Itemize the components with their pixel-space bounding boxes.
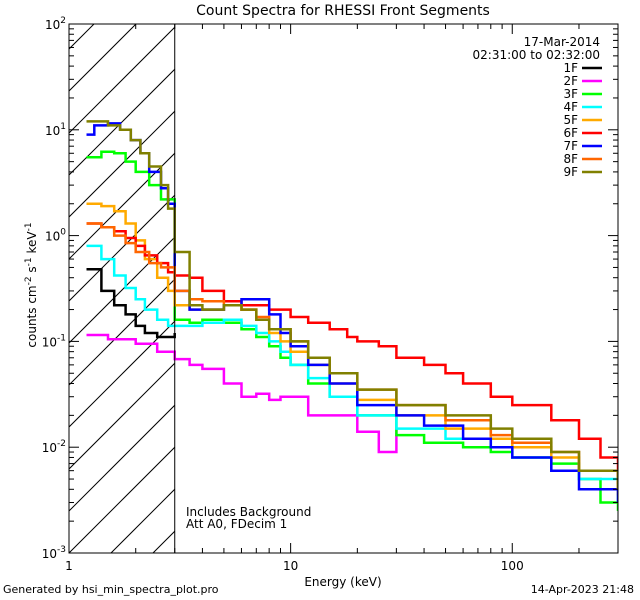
y-tick-label: 10-3 bbox=[42, 545, 66, 561]
hatch-line bbox=[615, 24, 640, 553]
hatch-line bbox=[69, 236, 175, 344]
hatch-line bbox=[69, 68, 175, 176]
y-axis-ticks: 10-3 10-2 10-1 100 101 102 bbox=[42, 16, 618, 561]
y-tick-label: 100 bbox=[45, 228, 66, 244]
legend-label-9F: 9F bbox=[563, 165, 578, 179]
hatch-line bbox=[69, 194, 175, 302]
hatch-line bbox=[573, 24, 640, 553]
hatch-line bbox=[69, 404, 175, 512]
hatch-line bbox=[69, 278, 175, 386]
x-tick-label: 100 bbox=[501, 559, 524, 573]
hatch-line bbox=[69, 320, 175, 428]
series-lines bbox=[86, 120, 618, 511]
y-axis-label: counts cm-2 s-1 keV-1 bbox=[24, 222, 39, 347]
hatch-line bbox=[69, 26, 175, 134]
hatch-line bbox=[531, 24, 640, 553]
y-tick-label: 102 bbox=[45, 16, 66, 32]
series-line-9F bbox=[86, 120, 618, 490]
hatch-line bbox=[405, 24, 640, 553]
time-range-label: 02:31:00 to 02:32:00 bbox=[473, 48, 600, 62]
legend-label-5F: 5F bbox=[563, 113, 578, 127]
legend-label-3F: 3F bbox=[563, 87, 578, 101]
y-tick-label: 10-2 bbox=[42, 439, 66, 455]
footer-timestamp: 14-Apr-2023 21:48 bbox=[530, 583, 634, 596]
x-tick-label: 10 bbox=[283, 559, 298, 573]
series-line-7F bbox=[86, 122, 618, 503]
date-label: 17-Mar-2014 bbox=[524, 35, 600, 49]
legend-label-8F: 8F bbox=[563, 152, 578, 166]
x-tick-label: 1 bbox=[65, 559, 73, 573]
hatch-line bbox=[363, 24, 640, 553]
annotation-background: Includes Background bbox=[186, 505, 311, 519]
hatch-line bbox=[69, 110, 175, 218]
hatch-line bbox=[69, 362, 175, 470]
footer-generated-by: Generated by hsi_min_spectra_plot.pro bbox=[3, 583, 219, 596]
hatch-line bbox=[69, 24, 137, 92]
x-axis-label: Energy (keV) bbox=[304, 575, 381, 589]
hatch-line bbox=[279, 24, 640, 553]
y-tick-label: 101 bbox=[45, 122, 66, 138]
series-line-1F bbox=[86, 268, 176, 339]
legend-label-4F: 4F bbox=[563, 100, 578, 114]
hatch-line bbox=[69, 152, 175, 260]
hatch-line bbox=[321, 24, 640, 553]
legend-label-1F: 1F bbox=[563, 61, 578, 75]
series-line-2F bbox=[86, 333, 398, 454]
hatch-line bbox=[69, 24, 95, 50]
legend-label-2F: 2F bbox=[563, 74, 578, 88]
annotation-attenuator: Att A0, FDecim 1 bbox=[186, 517, 287, 531]
hatched-region bbox=[69, 24, 640, 553]
y-tick-label: 10-1 bbox=[42, 333, 66, 349]
x-axis-ticks: 1 10 100 bbox=[65, 24, 619, 573]
legend-label-7F: 7F bbox=[563, 139, 578, 153]
series-line-6F bbox=[86, 222, 618, 484]
hatch-line bbox=[69, 446, 175, 553]
series-line-5F bbox=[86, 202, 618, 496]
plot-frame bbox=[68, 23, 619, 554]
hatch-line bbox=[447, 24, 640, 553]
chart-title: Count Spectra for RHESSI Front Segments bbox=[196, 3, 490, 19]
legend-label-6F: 6F bbox=[563, 126, 578, 140]
